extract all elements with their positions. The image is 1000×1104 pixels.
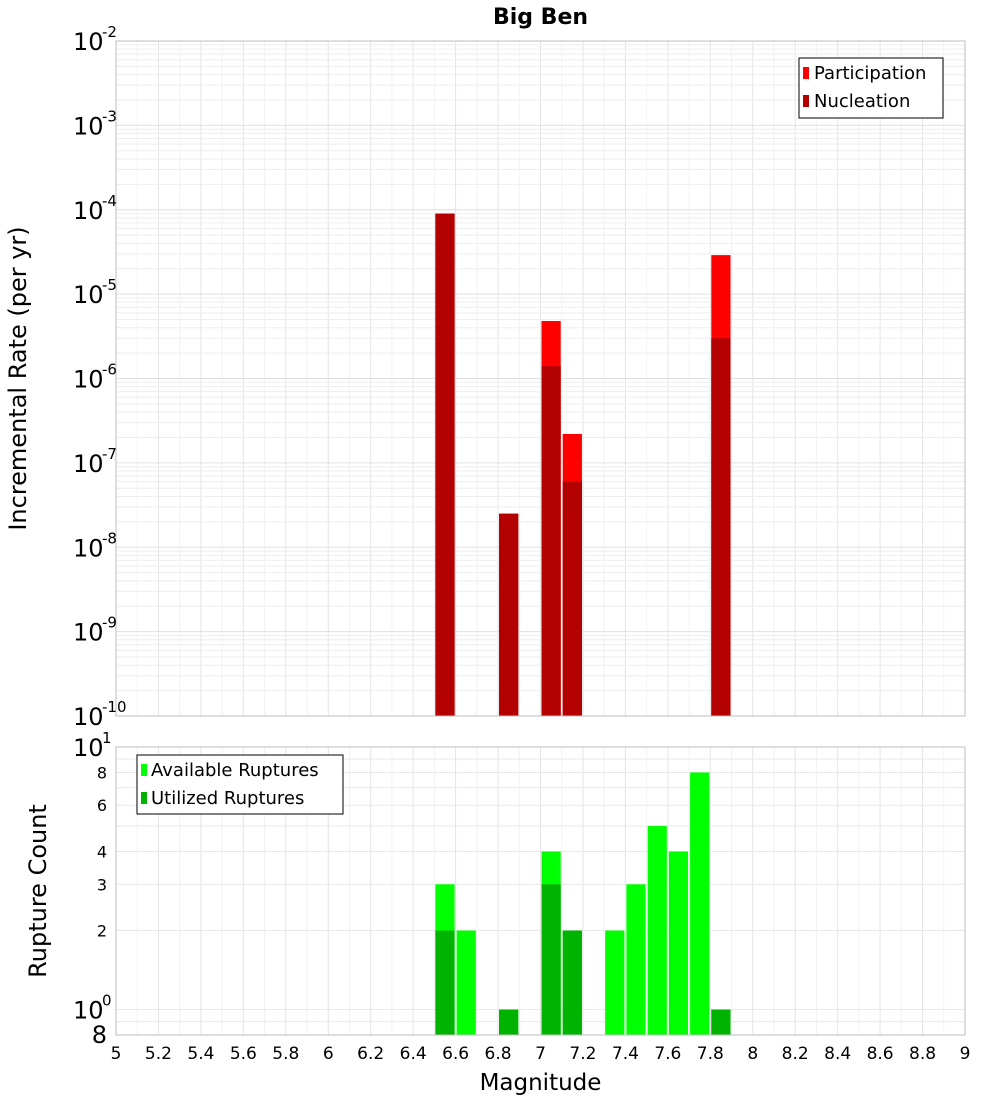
bottom-legend-swatch <box>141 764 147 776</box>
top-y-tick-label: 10 <box>73 534 104 562</box>
utilized-ruptures-bar <box>562 930 582 1035</box>
utilized-ruptures-bar <box>435 930 455 1035</box>
top-plot-border <box>115 40 966 717</box>
x-tick-label: 9 <box>960 1044 971 1064</box>
x-tick-label: 7.2 <box>569 1044 596 1064</box>
top-y-tick-exponent: -6 <box>102 361 117 379</box>
bottom-y-tick-label: 4 <box>97 842 107 861</box>
top-y-tick-exponent: -5 <box>102 276 117 294</box>
bottom-y-tick-label: 10 <box>73 997 104 1025</box>
available-ruptures-bar <box>456 930 476 1035</box>
nucleation-bar <box>541 366 561 716</box>
bottom-legend-label: Utilized Ruptures <box>151 788 304 809</box>
bottom-y-tick-label: 2 <box>97 922 107 941</box>
x-tick-label: 8.2 <box>782 1044 809 1064</box>
top-y-tick-label: 10 <box>73 28 104 56</box>
top-y-tick-label: 10 <box>73 197 104 225</box>
bottom-y-tick-exponent: 0 <box>102 992 112 1010</box>
top-y-tick-exponent: -7 <box>102 445 117 463</box>
bottom-legend-label: Available Ruptures <box>151 760 319 781</box>
x-tick-label: 8.4 <box>824 1044 851 1064</box>
top-y-tick-label: 10 <box>73 112 104 140</box>
bottom-plot-border <box>115 746 966 1036</box>
x-tick-label: 6.2 <box>357 1044 384 1064</box>
chart-title: Big Ben <box>493 5 588 30</box>
top-y-tick-label: 10 <box>73 703 104 731</box>
x-tick-label: 6.6 <box>442 1044 469 1064</box>
top-y-tick-exponent: -2 <box>102 23 117 41</box>
nucleation-bar <box>562 481 582 716</box>
top-y-tick-exponent: -10 <box>102 698 127 716</box>
available-ruptures-bar <box>690 772 710 1035</box>
bottom-y-tick-label: 8 <box>92 1021 107 1049</box>
x-tick-label: 6 <box>323 1044 334 1064</box>
top-y-tick-label: 10 <box>73 450 104 478</box>
x-tick-label: 7.6 <box>654 1044 681 1064</box>
nucleation-bar <box>711 338 731 716</box>
top-y-tick-exponent: -3 <box>102 107 117 125</box>
bottom-y-axis-label: Rupture Count <box>24 804 52 978</box>
utilized-ruptures-bar <box>711 1009 731 1035</box>
available-ruptures-bar <box>626 884 646 1035</box>
x-tick-label: 8.8 <box>909 1044 936 1064</box>
x-tick-label: 8 <box>747 1044 758 1064</box>
x-axis-label: Magnitude <box>480 1070 602 1096</box>
x-tick-label: 6.4 <box>400 1044 427 1064</box>
utilized-ruptures-bar <box>499 1009 519 1035</box>
x-tick-label: 5.8 <box>272 1044 299 1064</box>
top-y-tick-exponent: -4 <box>102 192 117 210</box>
top-legend-swatch <box>803 67 809 79</box>
bottom-legend-box <box>136 754 344 815</box>
top-y-tick-label: 10 <box>73 619 104 647</box>
top-y-tick-exponent: -8 <box>102 529 117 547</box>
top-legend-swatch <box>803 95 809 107</box>
available-ruptures-bar <box>668 851 689 1035</box>
top-legend-label: Nucleation <box>814 91 910 112</box>
x-tick-label: 5.4 <box>187 1044 214 1064</box>
available-ruptures-bar <box>647 826 667 1035</box>
top-y-axis-label: Incremental Rate (per yr) <box>4 226 32 530</box>
top-legend-box <box>798 57 944 119</box>
x-tick-label: 5.2 <box>145 1044 172 1064</box>
nucleation-bar <box>499 513 519 716</box>
x-tick-label: 7.4 <box>612 1044 639 1064</box>
available-ruptures-bar <box>605 930 625 1035</box>
bottom-y-tick-label: 10 <box>73 734 104 762</box>
x-tick-label: 6.8 <box>485 1044 512 1064</box>
top-y-tick-label: 10 <box>73 281 104 309</box>
top-y-tick-label: 10 <box>73 366 104 394</box>
utilized-ruptures-bar <box>541 884 561 1035</box>
x-tick-label: 7 <box>535 1044 546 1064</box>
bottom-y-tick-label: 6 <box>97 796 107 815</box>
bottom-y-tick-label: 8 <box>97 763 107 782</box>
top-legend-label: Participation <box>814 63 926 84</box>
bottom-legend-swatch <box>141 792 147 804</box>
x-tick-label: 5.6 <box>230 1044 257 1064</box>
bottom-y-tick-exponent: 1 <box>102 729 112 747</box>
nucleation-bar <box>435 213 455 717</box>
bottom-y-tick-label: 3 <box>97 875 107 894</box>
x-tick-label: 7.8 <box>697 1044 724 1064</box>
top-y-tick-exponent: -9 <box>102 614 117 632</box>
x-tick-label: 8.6 <box>867 1044 894 1064</box>
x-tick-label: 5 <box>111 1044 122 1064</box>
